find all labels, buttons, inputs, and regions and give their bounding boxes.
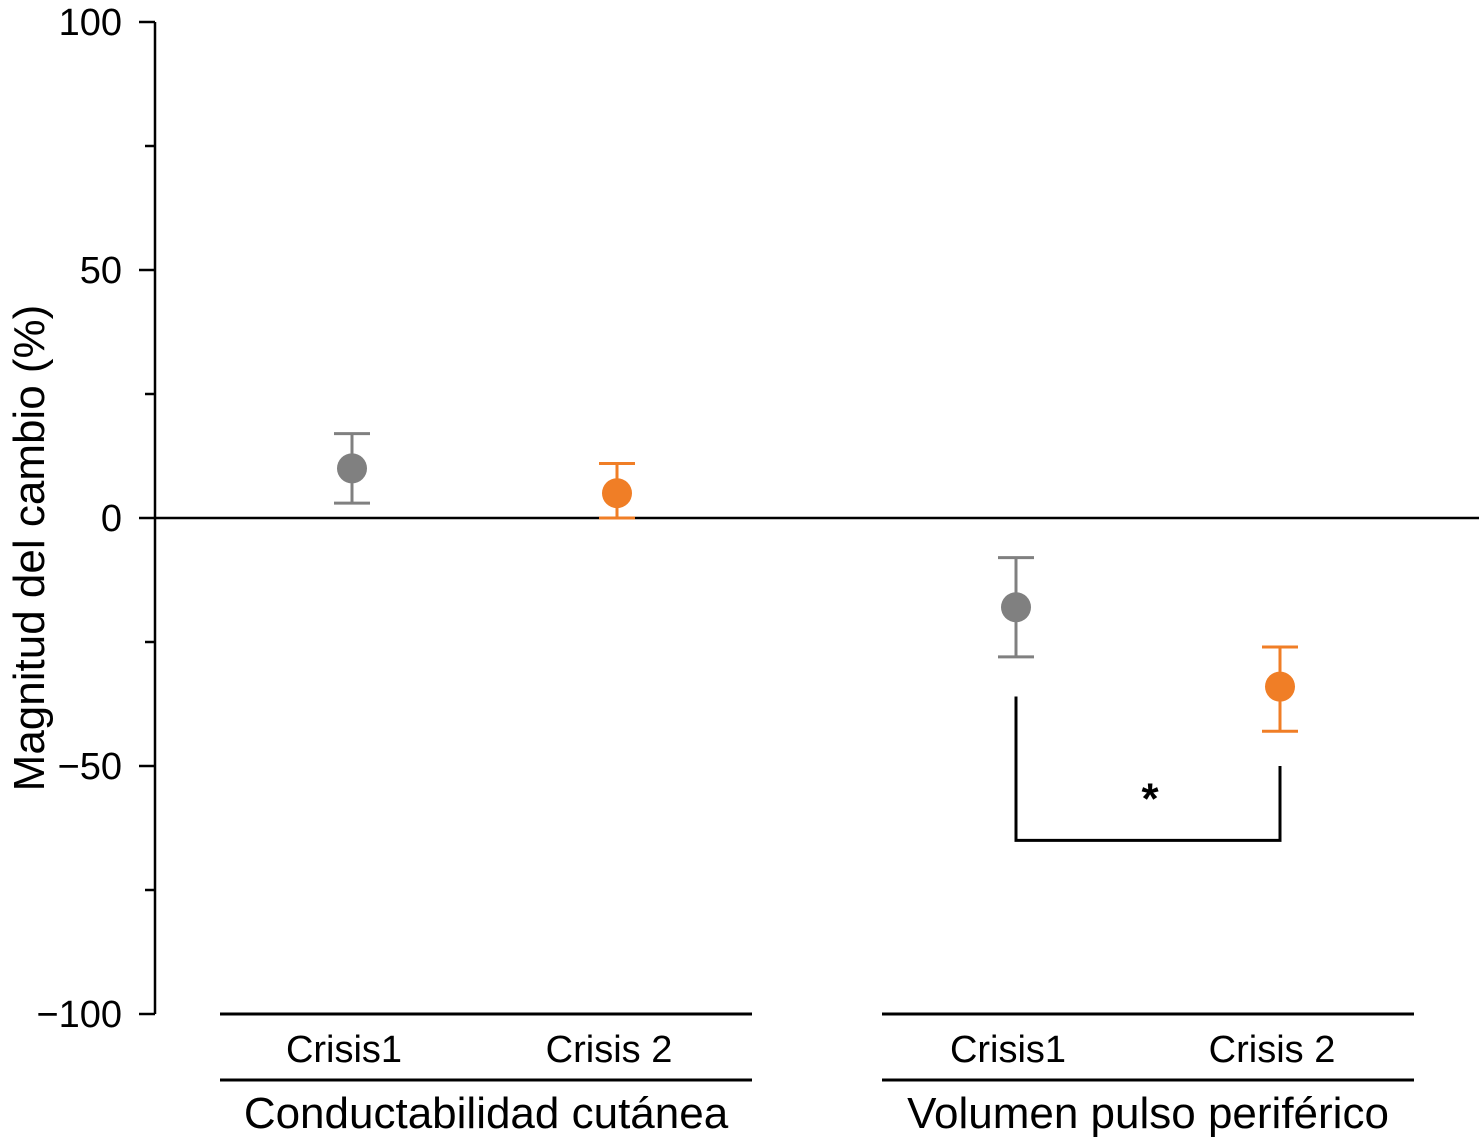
- data-point-group: [334, 432, 370, 505]
- category-axis: Crisis1 Crisis 2 Conductabilidad cutánea Cr…: [220, 1012, 1414, 1138]
- y-axis: 100 50 0 −50 −100: [36, 2, 157, 1036]
- category-label: Crisis1: [286, 1029, 402, 1071]
- category-label: Crisis1: [950, 1029, 1066, 1071]
- mean-marker: [1265, 671, 1295, 702]
- y-tick-label: 100: [59, 2, 122, 44]
- data-point-group: [1262, 645, 1298, 733]
- y-tick-label: 0: [101, 498, 122, 540]
- y-axis-title: Magnitud del cambio (%): [5, 305, 54, 792]
- significance-asterisk: *: [1141, 775, 1159, 824]
- data-point-group: [998, 556, 1034, 659]
- y-tick-label: 50: [80, 250, 122, 292]
- category-label: Crisis 2: [1209, 1029, 1336, 1071]
- y-tick-label: −50: [58, 746, 122, 788]
- mean-marker: [337, 453, 367, 484]
- y-tick-label: −100: [36, 994, 122, 1036]
- category-label: Crisis 2: [546, 1029, 673, 1071]
- bracket-line: [1014, 696, 1282, 842]
- significance-bracket: *: [1014, 696, 1282, 842]
- mean-marker: [602, 478, 632, 509]
- group-label: Volumen pulso periférico: [907, 1089, 1389, 1138]
- data-point-group: [599, 461, 635, 520]
- mean-marker: [1001, 592, 1031, 623]
- group-label: Conductabilidad cutánea: [244, 1089, 729, 1138]
- data-points: [334, 432, 1298, 733]
